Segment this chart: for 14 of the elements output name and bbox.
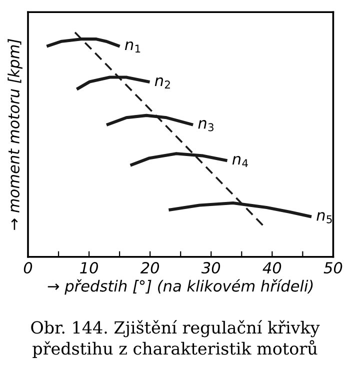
series-label: n$_{5}$ — [316, 212, 332, 224]
series-label: n$_{1}$ — [124, 41, 140, 53]
series-label: n$_{4}$ — [232, 156, 248, 168]
x-axis-title: → předstih [°] (na klikovém hřídeli) — [48, 279, 313, 295]
series-label: n$_{2}$ — [154, 77, 170, 88]
x-tick-label: 30 — [201, 262, 220, 274]
text: Obr. 144. Zjištění regulační křivky předstihu z charakteristik motorů — [31, 320, 320, 358]
x-tick-label: 0 — [24, 262, 32, 274]
x-tick-label: 50 — [324, 262, 342, 274]
x-tick-label: 10 — [80, 262, 98, 274]
x-tick-label: 20 — [140, 262, 160, 274]
x-tick-label: 40 — [262, 262, 282, 274]
series-label: n$_{3}$ — [198, 120, 214, 132]
y-axis-title: → moment motoru [kpm] — [8, 39, 22, 230]
